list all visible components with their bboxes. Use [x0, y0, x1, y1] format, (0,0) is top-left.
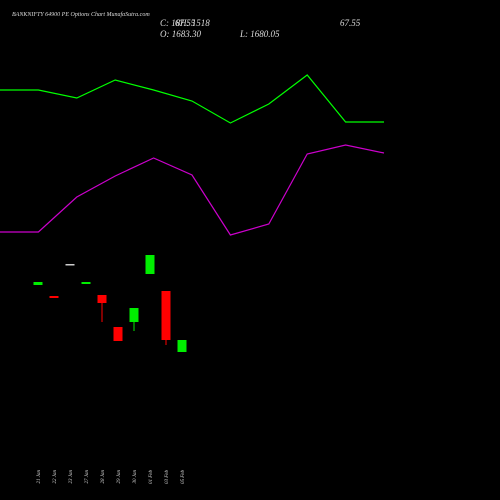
annotation: H: 1518: [179, 18, 210, 28]
candle-body: [81, 282, 91, 284]
candle-body: [49, 296, 59, 298]
annotation: C: 18: [160, 18, 181, 28]
x-tick-label: 03 Feb: [165, 470, 170, 485]
candle-body: [113, 327, 123, 341]
x-tick-label: 29 Jan: [117, 470, 122, 484]
candle-body: [33, 282, 43, 285]
indicator-line: [0, 144, 385, 236]
candle-body: [97, 295, 107, 303]
candle-body: [177, 340, 187, 352]
candle-body: [145, 255, 155, 274]
candle-body: [129, 308, 139, 322]
annotation: 67.55: [175, 18, 196, 28]
x-tick-label: 22 Jan: [53, 470, 58, 484]
x-tick-label: 28 Jan: [101, 470, 106, 484]
indicator-line: [0, 74, 384, 124]
x-tick-label: 30 Jan: [133, 470, 138, 484]
x-tick-label: 05 Feb: [181, 470, 186, 485]
annotation: 67.55: [340, 18, 361, 28]
x-tick-label: 27 Jan: [85, 470, 90, 484]
candle-body: [65, 264, 75, 266]
annotation: O: 1683.30: [160, 29, 201, 39]
candle-body: [161, 291, 171, 340]
x-tick-label: 21 Jan: [37, 470, 42, 484]
x-tick-label: 01 Feb: [149, 470, 154, 485]
annotation: L: 1680.05: [239, 29, 280, 39]
x-tick-label: 23 Jan: [69, 470, 74, 484]
chart-title: BANKNIFTY 64900 PE Options Chart MunafaS…: [12, 11, 150, 18]
